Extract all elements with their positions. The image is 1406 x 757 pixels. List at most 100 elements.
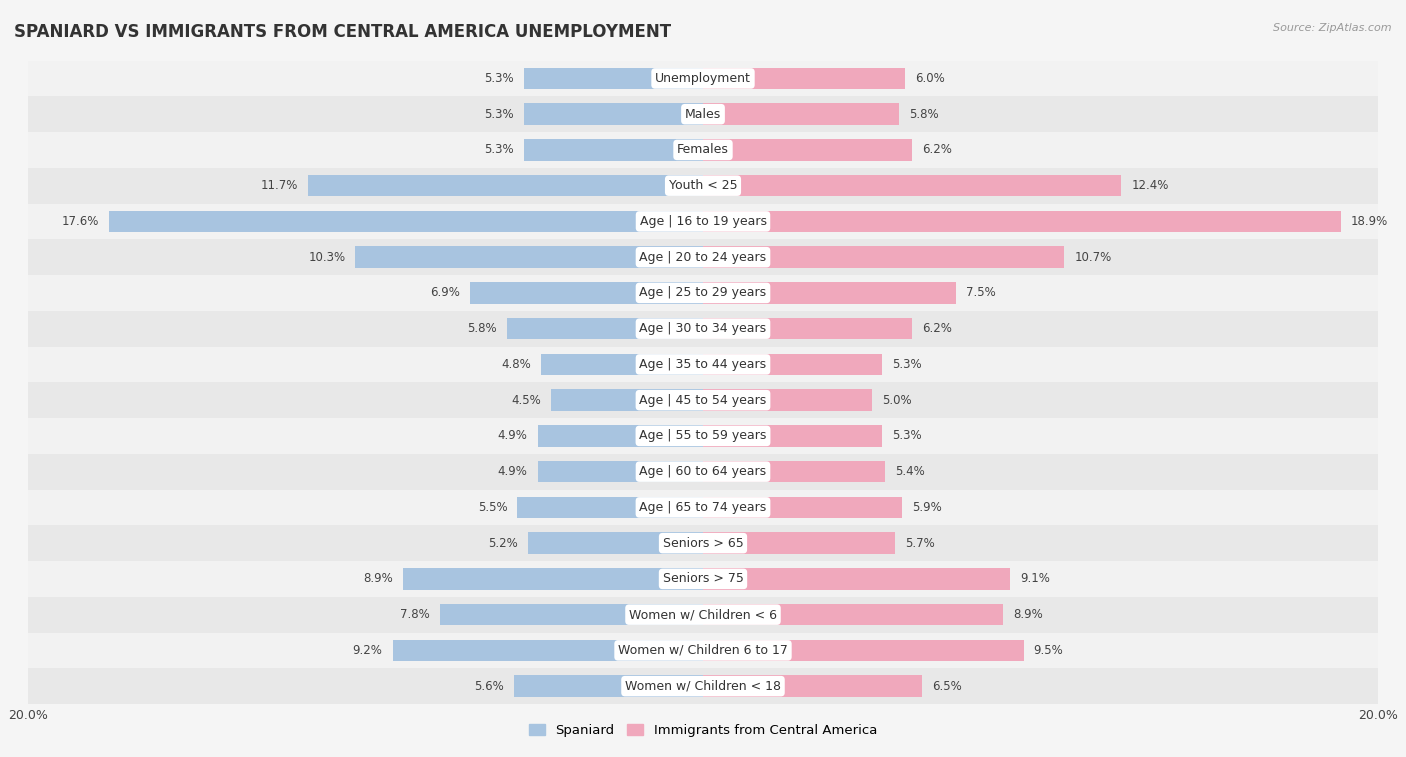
Bar: [28, 204, 1378, 239]
Bar: [703, 640, 1024, 661]
Text: 9.1%: 9.1%: [1021, 572, 1050, 585]
Text: 18.9%: 18.9%: [1351, 215, 1388, 228]
Text: 5.8%: 5.8%: [468, 322, 498, 335]
Text: Age | 55 to 59 years: Age | 55 to 59 years: [640, 429, 766, 442]
Text: 5.3%: 5.3%: [485, 72, 515, 85]
Bar: [508, 318, 703, 339]
Text: 10.7%: 10.7%: [1074, 251, 1111, 263]
Text: 8.9%: 8.9%: [1014, 608, 1043, 621]
Bar: [703, 175, 1122, 196]
Text: Source: ZipAtlas.com: Source: ZipAtlas.com: [1274, 23, 1392, 33]
Text: 5.4%: 5.4%: [896, 465, 925, 478]
Bar: [28, 132, 1378, 168]
Bar: [524, 104, 703, 125]
Bar: [440, 604, 703, 625]
Bar: [28, 311, 1378, 347]
Bar: [356, 247, 703, 268]
Text: 7.8%: 7.8%: [399, 608, 430, 621]
Text: Age | 20 to 24 years: Age | 20 to 24 years: [640, 251, 766, 263]
Text: Age | 65 to 74 years: Age | 65 to 74 years: [640, 501, 766, 514]
Text: 5.0%: 5.0%: [882, 394, 911, 407]
Text: 5.3%: 5.3%: [485, 143, 515, 157]
Text: 6.2%: 6.2%: [922, 322, 952, 335]
Bar: [28, 61, 1378, 96]
Text: 6.0%: 6.0%: [915, 72, 945, 85]
Bar: [703, 604, 1004, 625]
Text: 4.9%: 4.9%: [498, 465, 527, 478]
Text: Age | 60 to 64 years: Age | 60 to 64 years: [640, 465, 766, 478]
Bar: [28, 239, 1378, 275]
Text: 5.3%: 5.3%: [891, 429, 921, 442]
Bar: [703, 247, 1064, 268]
Bar: [28, 561, 1378, 597]
Bar: [517, 497, 703, 518]
Text: Females: Females: [678, 143, 728, 157]
Bar: [527, 532, 703, 554]
Legend: Spaniard, Immigrants from Central America: Spaniard, Immigrants from Central Americ…: [523, 719, 883, 743]
Text: Seniors > 65: Seniors > 65: [662, 537, 744, 550]
Bar: [515, 675, 703, 697]
Text: 4.9%: 4.9%: [498, 429, 527, 442]
Text: Youth < 25: Youth < 25: [669, 179, 737, 192]
Text: 6.9%: 6.9%: [430, 286, 460, 300]
Bar: [28, 382, 1378, 418]
Text: 9.2%: 9.2%: [353, 644, 382, 657]
Text: 5.7%: 5.7%: [905, 537, 935, 550]
Bar: [703, 675, 922, 697]
Bar: [703, 354, 882, 375]
Text: 10.3%: 10.3%: [308, 251, 346, 263]
Bar: [541, 354, 703, 375]
Bar: [392, 640, 703, 661]
Bar: [703, 532, 896, 554]
Text: Age | 25 to 29 years: Age | 25 to 29 years: [640, 286, 766, 300]
Bar: [28, 453, 1378, 490]
Text: 5.6%: 5.6%: [474, 680, 503, 693]
Text: 8.9%: 8.9%: [363, 572, 392, 585]
Bar: [110, 210, 703, 232]
Text: Males: Males: [685, 107, 721, 120]
Bar: [703, 569, 1010, 590]
Bar: [402, 569, 703, 590]
Text: 5.3%: 5.3%: [485, 107, 515, 120]
Bar: [551, 389, 703, 411]
Text: SPANIARD VS IMMIGRANTS FROM CENTRAL AMERICA UNEMPLOYMENT: SPANIARD VS IMMIGRANTS FROM CENTRAL AMER…: [14, 23, 671, 41]
Bar: [28, 668, 1378, 704]
Text: Age | 35 to 44 years: Age | 35 to 44 years: [640, 358, 766, 371]
Bar: [28, 168, 1378, 204]
Text: 5.2%: 5.2%: [488, 537, 517, 550]
Bar: [703, 210, 1341, 232]
Text: 6.2%: 6.2%: [922, 143, 952, 157]
Text: Age | 16 to 19 years: Age | 16 to 19 years: [640, 215, 766, 228]
Bar: [537, 461, 703, 482]
Bar: [28, 633, 1378, 668]
Bar: [28, 490, 1378, 525]
Bar: [28, 418, 1378, 453]
Bar: [703, 318, 912, 339]
Text: Age | 45 to 54 years: Age | 45 to 54 years: [640, 394, 766, 407]
Bar: [28, 275, 1378, 311]
Text: Women w/ Children < 6: Women w/ Children < 6: [628, 608, 778, 621]
Text: 12.4%: 12.4%: [1132, 179, 1168, 192]
Bar: [703, 497, 903, 518]
Text: 9.5%: 9.5%: [1033, 644, 1063, 657]
Bar: [703, 139, 912, 160]
Text: 5.5%: 5.5%: [478, 501, 508, 514]
Bar: [524, 67, 703, 89]
Text: 5.9%: 5.9%: [912, 501, 942, 514]
Bar: [703, 425, 882, 447]
Bar: [470, 282, 703, 304]
Text: 4.5%: 4.5%: [512, 394, 541, 407]
Text: Women w/ Children 6 to 17: Women w/ Children 6 to 17: [619, 644, 787, 657]
Bar: [28, 96, 1378, 132]
Bar: [703, 282, 956, 304]
Bar: [703, 389, 872, 411]
Bar: [28, 597, 1378, 633]
Text: 6.5%: 6.5%: [932, 680, 962, 693]
Bar: [537, 425, 703, 447]
Bar: [524, 139, 703, 160]
Text: Women w/ Children < 18: Women w/ Children < 18: [626, 680, 780, 693]
Bar: [703, 67, 905, 89]
Text: Seniors > 75: Seniors > 75: [662, 572, 744, 585]
Text: Unemployment: Unemployment: [655, 72, 751, 85]
Text: 4.8%: 4.8%: [501, 358, 531, 371]
